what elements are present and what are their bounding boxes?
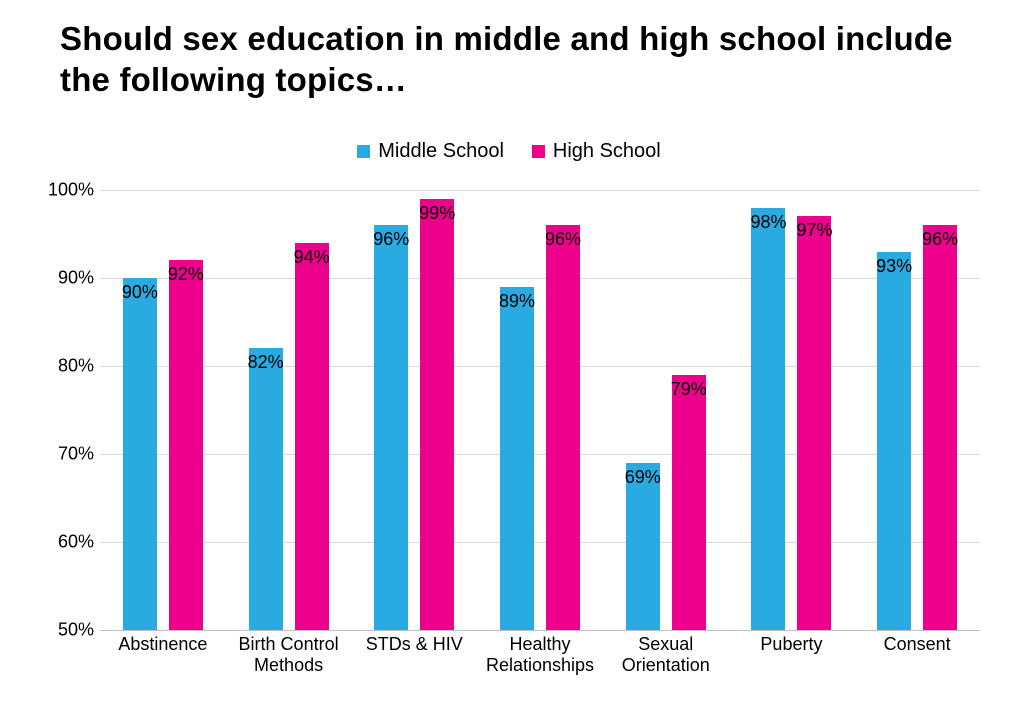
chart-area: 100% 90% 80% 70% 60% 50% 90% 92% — [38, 180, 998, 680]
bar-hs-healthy-relationships: 96% — [546, 225, 580, 630]
ytick-90: 90% — [38, 268, 94, 289]
ytick-70: 70% — [38, 444, 94, 465]
bar-groups: 90% 92% 82% 94% 96% — [100, 190, 980, 630]
group-stds-hiv: 96% 99% — [351, 190, 477, 630]
bar-ms-consent: 93% — [877, 252, 911, 630]
bar-ms-abstinence: 90% — [123, 278, 157, 630]
xlabel-birth-control: Birth ControlMethods — [226, 634, 352, 675]
bar-label: 97% — [796, 220, 832, 241]
bar-hs-sexual-orientation: 79% — [672, 375, 706, 630]
bar-label: 96% — [545, 229, 581, 250]
group-abstinence: 90% 92% — [100, 190, 226, 630]
bar-ms-stds-hiv: 96% — [374, 225, 408, 630]
bar-label: 69% — [625, 467, 661, 488]
bar-hs-birth-control: 94% — [295, 243, 329, 630]
bar-label: 82% — [248, 352, 284, 373]
page: Should sex education in middle and high … — [0, 0, 1018, 722]
bar-label: 89% — [499, 291, 535, 312]
xlabel-abstinence: Abstinence — [100, 634, 226, 675]
xlabel-sexual-orientation: SexualOrientation — [603, 634, 729, 675]
group-consent: 93% 96% — [854, 190, 980, 630]
bar-label: 90% — [122, 282, 158, 303]
legend: Middle School High School — [0, 140, 1018, 163]
bar-hs-consent: 96% — [923, 225, 957, 630]
legend-label-high-school: High School — [553, 140, 661, 163]
bar-label: 93% — [876, 256, 912, 277]
legend-swatch-middle-school — [357, 145, 370, 158]
ytick-60: 60% — [38, 532, 94, 553]
bar-label: 96% — [373, 229, 409, 250]
bar-label: 96% — [922, 229, 958, 250]
bar-hs-abstinence: 92% — [169, 260, 203, 630]
xlabel-puberty: Puberty — [729, 634, 855, 675]
bar-hs-puberty: 97% — [797, 216, 831, 630]
plot-area: 90% 92% 82% 94% 96% — [100, 190, 980, 631]
bar-label: 98% — [750, 212, 786, 233]
bar-ms-sexual-orientation: 69% — [626, 463, 660, 630]
bar-ms-puberty: 98% — [751, 208, 785, 630]
xlabel-stds-hiv: STDs & HIV — [351, 634, 477, 675]
legend-item-high-school: High School — [532, 140, 661, 163]
bar-label: 79% — [671, 379, 707, 400]
ytick-100: 100% — [38, 180, 94, 201]
group-healthy-relationships: 89% 96% — [477, 190, 603, 630]
group-birth-control: 82% 94% — [226, 190, 352, 630]
group-sexual-orientation: 69% 79% — [603, 190, 729, 630]
chart-title: Should sex education in middle and high … — [60, 18, 960, 101]
legend-label-middle-school: Middle School — [378, 140, 504, 163]
legend-swatch-high-school — [532, 145, 545, 158]
bar-ms-healthy-relationships: 89% — [500, 287, 534, 630]
ytick-50: 50% — [38, 620, 94, 641]
bar-hs-stds-hiv: 99% — [420, 199, 454, 630]
xlabel-healthy-relationships: HealthyRelationships — [477, 634, 603, 675]
bar-label: 94% — [294, 247, 330, 268]
bar-label: 92% — [168, 264, 204, 285]
bar-label: 99% — [419, 203, 455, 224]
group-puberty: 98% 97% — [729, 190, 855, 630]
legend-item-middle-school: Middle School — [357, 140, 504, 163]
ytick-80: 80% — [38, 356, 94, 377]
bar-ms-birth-control: 82% — [249, 348, 283, 630]
x-axis-labels: Abstinence Birth ControlMethods STDs & H… — [100, 634, 980, 675]
xlabel-consent: Consent — [854, 634, 980, 675]
